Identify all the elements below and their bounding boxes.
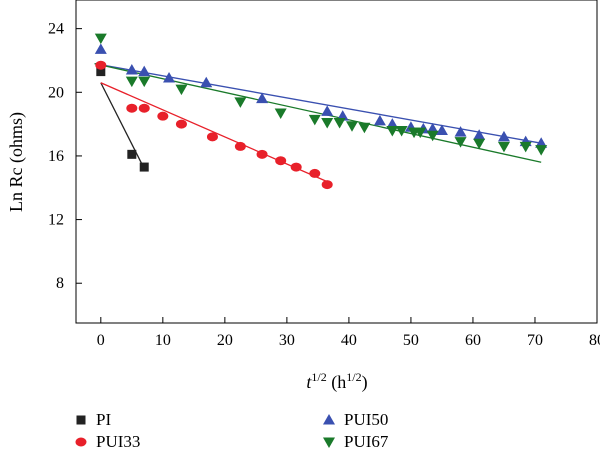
data-point-pui50 [473,129,486,140]
data-point-pui50 [497,130,510,142]
data-point-pui33 [309,168,321,178]
data-point-pui50 [200,76,213,88]
data-point-pui50 [138,65,151,77]
data-point-pui67 [454,137,467,148]
fit-line-pui50 [94,63,542,144]
data-point-pui67 [274,108,287,119]
x-tick-label: 20 [217,332,233,349]
data-point-pui33 [256,149,268,159]
data-point-pi [96,67,106,77]
data-point-pui67 [395,125,408,137]
data-points [94,33,548,190]
data-point-pui67 [519,141,532,153]
data-point-pui33 [206,132,218,142]
data-point-pui67 [473,138,486,150]
x-tick-label: 0 [97,332,105,349]
data-point-pui33 [275,156,287,166]
data-point-pui67 [333,118,346,129]
data-point-pui67 [346,121,359,132]
fit-line-pi [100,82,145,169]
data-point-pui67 [125,76,138,88]
data-point-pui33 [95,60,107,70]
data-point-pui33 [157,111,169,121]
legend-marker-pui67 [323,437,335,448]
x-tick-label: 50 [403,332,419,349]
legend-marker-pui33 [75,437,87,447]
fit-lines [94,63,542,184]
y-tick-label: 24 [48,21,64,38]
data-point-pi [127,149,137,159]
x-tick-label: 60 [465,332,481,349]
data-point-pui50 [435,124,448,135]
data-point-pui33 [321,180,333,190]
x-tick-label: 80 [589,332,600,349]
data-point-pui67 [426,130,439,142]
x-axis-var-exp: 1/2 [311,370,326,384]
data-point-pui67 [321,118,334,129]
x-axis-unit-open: (h [327,372,347,393]
y-axis-title: Ln Rc (ohms) [6,112,27,212]
legend-marker-pi [76,415,86,425]
legend-label-pui33: PUI33 [96,432,140,451]
x-tick-label: 30 [279,332,295,349]
data-point-pui50 [163,71,176,83]
data-point-pui33 [290,162,302,172]
y-tick-label: 12 [48,212,64,229]
x-tick-label: 40 [341,332,357,349]
data-point-pui67 [535,145,548,156]
data-point-pui50 [125,64,138,75]
data-point-pui67 [308,114,321,126]
data-point-pui50 [256,92,269,104]
x-tick-label: 10 [155,332,171,349]
data-point-pi [139,162,149,172]
x-axis-unit-exp: 1/2 [346,370,361,384]
legend-label-pi: PI [96,410,111,429]
data-point-pui67 [138,76,151,88]
data-point-pui67 [94,33,107,45]
y-tick-label: 8 [56,275,64,292]
data-point-pui50 [321,105,334,116]
data-point-pui67 [234,97,247,108]
data-point-pui33 [175,119,187,129]
data-point-pui67 [414,127,427,139]
legend: PI PUI33 PUI50 PUI67 [75,410,389,451]
legend-label-pui50: PUI50 [344,410,388,429]
plot-frame [75,0,598,324]
data-point-pui33 [138,103,150,113]
x-axis-title: t1/2 (h1/2) [306,370,367,393]
axis-ticks: 0 10 20 30 40 50 60 70 80 8 12 16 20 24 [48,21,600,349]
data-point-pui67 [358,122,371,134]
x-tick-label: 70 [527,332,543,349]
data-point-pui33 [126,103,138,113]
data-point-pui33 [234,141,246,151]
data-point-pui67 [497,141,510,153]
y-tick-label: 16 [48,148,64,165]
x-axis-unit-close: ) [362,372,368,393]
y-tick-label: 20 [48,84,64,101]
data-point-pui50 [94,43,107,54]
data-point-pui50 [373,114,386,126]
data-point-pui67 [175,84,188,96]
x-axis-var: t [306,372,312,392]
data-point-pui50 [454,126,467,137]
legend-label-pui67: PUI67 [344,432,389,451]
data-point-pui67 [386,125,399,137]
legend-marker-pui50 [323,414,335,425]
